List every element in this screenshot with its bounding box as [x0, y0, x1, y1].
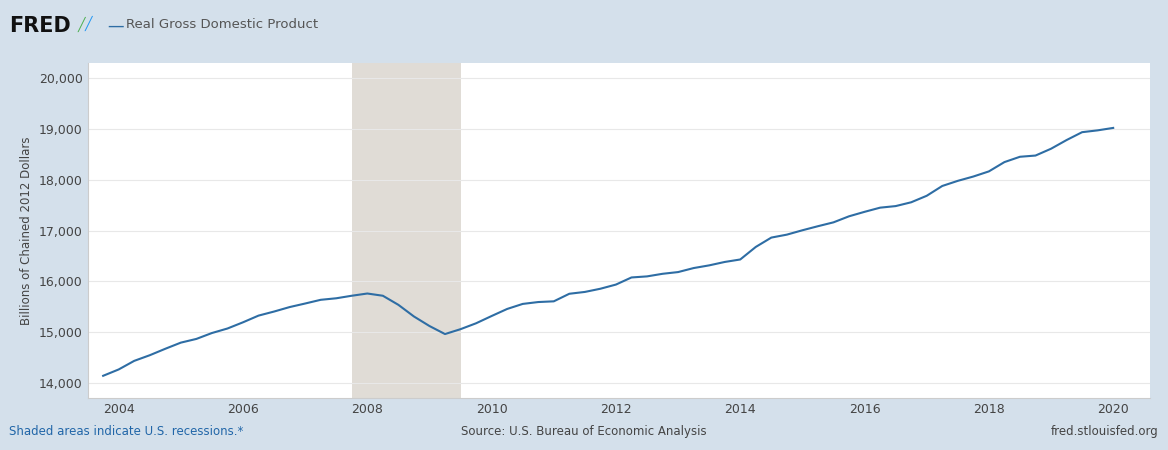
Text: ╱: ╱ [84, 16, 91, 31]
Text: Source: U.S. Bureau of Economic Analysis: Source: U.S. Bureau of Economic Analysis [461, 425, 707, 438]
Text: —: — [107, 17, 124, 35]
Y-axis label: Billions of Chained 2012 Dollars: Billions of Chained 2012 Dollars [20, 136, 34, 325]
Text: fred.stlouisfed.org: fred.stlouisfed.org [1051, 425, 1159, 438]
Bar [352, 63, 460, 398]
Text: Shaded areas indicate U.S. recessions.*: Shaded areas indicate U.S. recessions.* [9, 425, 244, 438]
Text: ╱: ╱ [77, 17, 84, 32]
Text: FRED: FRED [9, 16, 71, 36]
Text: Real Gross Domestic Product: Real Gross Domestic Product [126, 18, 318, 31]
